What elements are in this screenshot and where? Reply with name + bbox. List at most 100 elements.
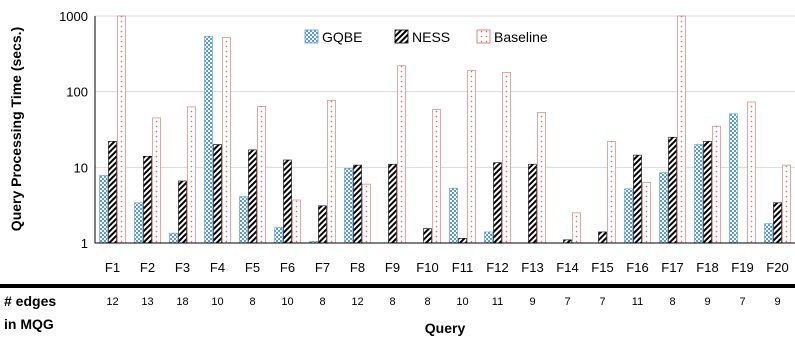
bar-ness-f9 bbox=[388, 163, 397, 244]
bar-gqbe-f18 bbox=[694, 144, 703, 244]
y-tick-label: 100 bbox=[66, 85, 88, 100]
bar-ness-f12 bbox=[493, 162, 502, 244]
bar-baseline-f14 bbox=[572, 212, 581, 244]
edge-count-value: 11 bbox=[632, 296, 643, 308]
legend-label-baseline: Baseline bbox=[494, 29, 548, 45]
bar-ness-f1 bbox=[108, 141, 117, 244]
x-category-label: F6 bbox=[280, 260, 295, 275]
bar-gqbe-f16 bbox=[624, 188, 633, 244]
x-category-labels: F1 F2 F3 F4 F5 F6 F7 F8 F9 F10 F11 F12 F13 F14 F15 F16 F… bbox=[105, 260, 789, 275]
x-category-label: F17 bbox=[661, 260, 683, 275]
x-category-label: F10 bbox=[416, 260, 438, 275]
x-category-label: F19 bbox=[731, 260, 753, 275]
bars bbox=[99, 15, 791, 244]
edge-count-value: 7 bbox=[739, 296, 745, 308]
legend-swatch-gqbe bbox=[304, 29, 319, 44]
bar-baseline-f5 bbox=[257, 106, 266, 244]
legend-swatch-ness bbox=[394, 29, 409, 44]
y-tick-label: 1000 bbox=[59, 9, 88, 24]
x-category-label: F2 bbox=[140, 260, 155, 275]
bar-baseline-f9 bbox=[397, 65, 406, 244]
bar-gqbe-f1 bbox=[99, 175, 108, 244]
bar-baseline-f18 bbox=[712, 125, 721, 244]
x-axis-title: Query bbox=[425, 320, 466, 336]
bar-ness-f5 bbox=[248, 149, 257, 244]
edge-count-value: 9 bbox=[704, 296, 710, 308]
bar-gqbe-f5 bbox=[239, 196, 248, 244]
edge-count-value: 7 bbox=[564, 296, 570, 308]
bar-baseline-f15 bbox=[607, 141, 616, 244]
bar-baseline-f8 bbox=[362, 183, 371, 244]
edge-count-value: 8 bbox=[424, 296, 430, 308]
bar-ness-f18 bbox=[703, 141, 712, 244]
edge-count-value: 9 bbox=[529, 296, 535, 308]
bar-ness-f7 bbox=[318, 205, 327, 244]
bar-ness-f10 bbox=[423, 228, 432, 244]
bar-gqbe-f4 bbox=[204, 35, 213, 244]
bar-ness-f16 bbox=[633, 154, 642, 244]
y-tick-label: 10 bbox=[74, 160, 88, 175]
x-category-label: F3 bbox=[175, 260, 190, 275]
y-tick-label: 1 bbox=[81, 236, 88, 251]
bar-baseline-f13 bbox=[537, 112, 546, 244]
bar-gqbe-f17 bbox=[659, 172, 668, 244]
x-category-label: F15 bbox=[591, 260, 613, 275]
x-category-label: F20 bbox=[766, 260, 788, 275]
legend-swatch-baseline bbox=[476, 29, 491, 44]
x-category-label: F12 bbox=[486, 260, 508, 275]
bar-gqbe-f20 bbox=[764, 223, 773, 244]
bar-gqbe-f12 bbox=[484, 231, 493, 244]
edge-count-value: 10 bbox=[456, 296, 468, 308]
bar-gqbe-f2 bbox=[134, 202, 143, 244]
legend: GQBE NESS Baseline bbox=[304, 29, 548, 45]
edge-count-row: 12 13 18 10 8 10 8 12 8 8 10 11 9 7 7 11 8 9 7 9 bbox=[106, 296, 780, 308]
bar-gqbe-f3 bbox=[169, 232, 178, 244]
edge-count-value: 10 bbox=[281, 296, 293, 308]
bar-baseline-f6 bbox=[292, 199, 301, 244]
bar-ness-f4 bbox=[213, 144, 222, 244]
x-category-label: F4 bbox=[210, 260, 225, 275]
bar-baseline-f17 bbox=[677, 15, 686, 244]
bar-baseline-f10 bbox=[432, 109, 441, 244]
edge-count-value: 7 bbox=[599, 296, 605, 308]
edge-count-value: 11 bbox=[492, 296, 503, 308]
edge-count-value: 8 bbox=[249, 296, 255, 308]
bar-baseline-f7 bbox=[327, 99, 336, 244]
edge-count-value: 8 bbox=[669, 296, 675, 308]
x-category-label: F9 bbox=[385, 260, 400, 275]
edge-count-value: 8 bbox=[319, 296, 325, 308]
bar-ness-f20 bbox=[773, 202, 782, 244]
separator-bar bbox=[0, 284, 795, 288]
x-category-label: F16 bbox=[626, 260, 648, 275]
edge-count-value: 13 bbox=[141, 296, 153, 308]
bar-baseline-f16 bbox=[642, 182, 651, 244]
bar-ness-f8 bbox=[353, 164, 362, 244]
bar-gqbe-f19 bbox=[729, 113, 738, 244]
x-category-label: F1 bbox=[105, 260, 120, 275]
bar-baseline-f20 bbox=[782, 164, 791, 244]
edge-count-value: 12 bbox=[351, 296, 363, 308]
bar-ness-f15 bbox=[598, 231, 607, 244]
edge-count-value: 9 bbox=[774, 296, 780, 308]
bar-baseline-f19 bbox=[747, 101, 756, 244]
bar-ness-f3 bbox=[178, 180, 187, 244]
bar-baseline-f2 bbox=[152, 117, 161, 244]
edge-count-value: 8 bbox=[389, 296, 395, 308]
legend-label-ness: NESS bbox=[412, 29, 450, 45]
x-category-label: F5 bbox=[245, 260, 260, 275]
bar-ness-f11 bbox=[458, 238, 467, 244]
edges-row-label-line1: # edges bbox=[4, 293, 56, 309]
x-category-label: F14 bbox=[556, 260, 578, 275]
bar-baseline-f3 bbox=[187, 106, 196, 244]
edge-count-value: 12 bbox=[106, 296, 118, 308]
x-category-label: F7 bbox=[315, 260, 330, 275]
y-axis-title: Query Processing Time (secs.) bbox=[8, 27, 24, 231]
edges-row-label-line2: in MQG bbox=[4, 316, 54, 332]
bar-gqbe-f6 bbox=[274, 227, 283, 244]
bar-ness-f2 bbox=[143, 155, 152, 244]
bar-ness-f13 bbox=[528, 163, 537, 244]
bar-baseline-f1 bbox=[117, 15, 126, 244]
y-tick-labels: 1 10 100 1000 bbox=[59, 9, 88, 251]
edge-count-value: 18 bbox=[176, 296, 188, 308]
